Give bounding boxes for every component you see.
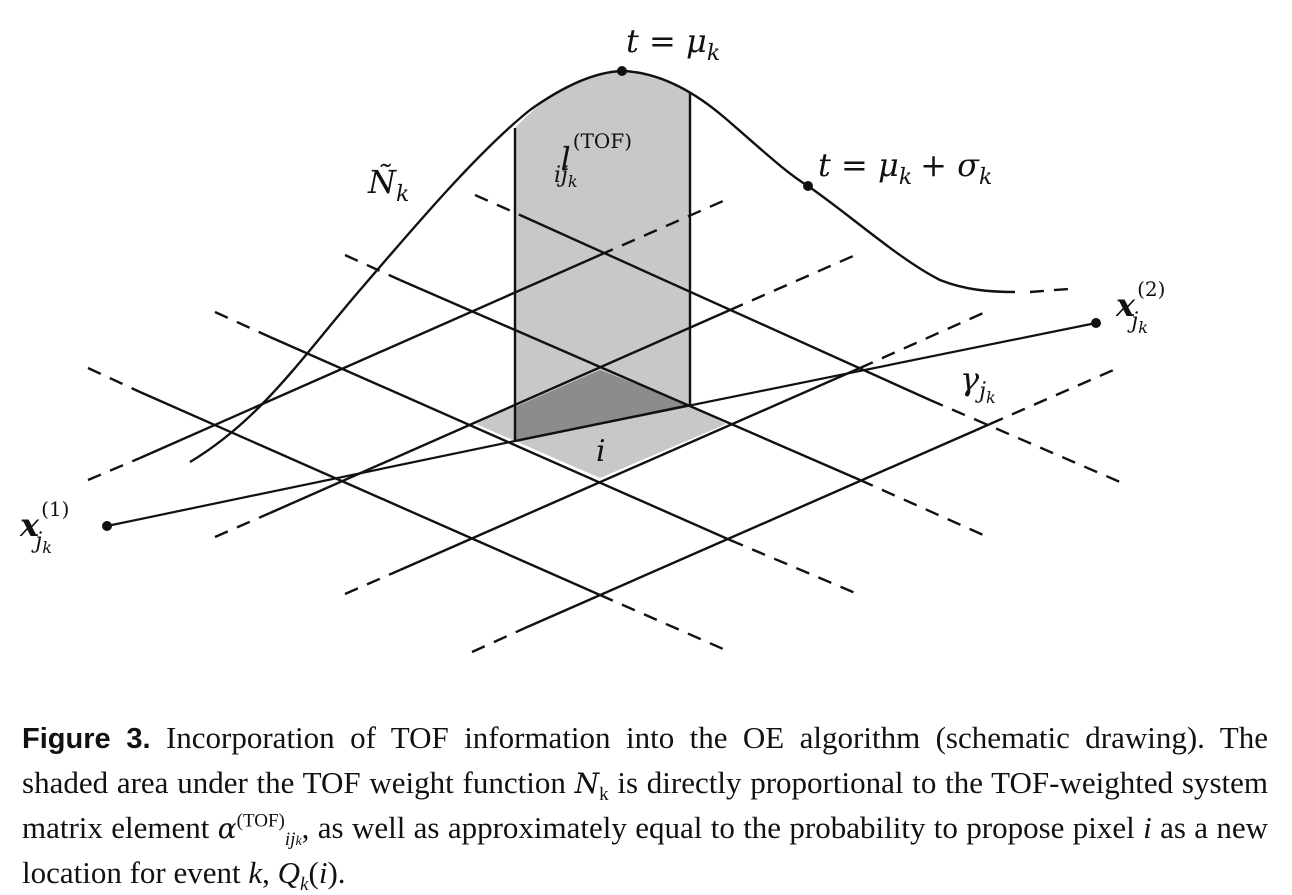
caption-alpha-subsub: k: [295, 834, 302, 850]
caption-event-symbol: k: [248, 855, 263, 890]
caption-q-arg: i: [318, 855, 328, 890]
pixel-label: i: [596, 434, 606, 469]
sigma-label: t = μk + σk: [818, 146, 992, 190]
caption-alpha-sup: (TOF): [236, 810, 285, 832]
caption-q-open: (: [308, 855, 319, 890]
caption-text-1: Incorporation of TOF information into th…: [22, 720, 1268, 800]
detector-point-1: [102, 521, 112, 531]
caption-text-5: ,: [262, 855, 278, 890]
caption-q-symbol: Q: [277, 855, 301, 890]
caption-text-4: as a new location for event: [22, 810, 1268, 890]
caption-pixel-symbol: i: [1143, 810, 1152, 845]
caption-weight-symbol: N: [574, 767, 600, 800]
caption-weight-sub: k: [599, 784, 609, 806]
pixel-grid: [87, 193, 1121, 654]
caption-q-close: ).: [327, 855, 346, 890]
figure-caption: Figure 3. Incorporation of TOF informati…: [22, 716, 1268, 895]
caption-figure-label: Figure 3.: [22, 723, 151, 755]
pixel-i-dark-shading: [515, 370, 690, 440]
caption-alpha-symbol: α: [217, 812, 237, 845]
peak-point: [617, 66, 627, 76]
caption-alpha-sub: ij: [284, 829, 296, 851]
tof-length-label: l (TOF) ijk: [554, 129, 632, 191]
tof-weight-curve-tail: [1029, 287, 1069, 294]
tof-shaded-area: [476, 71, 726, 478]
sigma-point: [803, 181, 813, 191]
caption-q-sub: k: [300, 874, 309, 895]
lor-segment-in-pixel: [514, 403, 691, 443]
detector-point-2: [1091, 318, 1101, 328]
caption-text-2: is directly proportional to the TOF-weig…: [22, 765, 1268, 845]
weight-function-label: Ñk: [367, 163, 409, 207]
line-of-response: [106, 439, 516, 528]
detector-2-label: x (2) jk: [1115, 277, 1165, 337]
tof-schematic-figure: t = μk t = μk + σk Ñk l (TOF) ijk i x (1) jk …: [19, 22, 1165, 654]
detector-1-label: x (1) jk: [19, 497, 69, 557]
peak-label: t = μk: [626, 22, 720, 66]
caption-text-3: , as well as approximately equal to the …: [301, 810, 1144, 845]
lor-gamma-label: γjk: [960, 360, 996, 407]
